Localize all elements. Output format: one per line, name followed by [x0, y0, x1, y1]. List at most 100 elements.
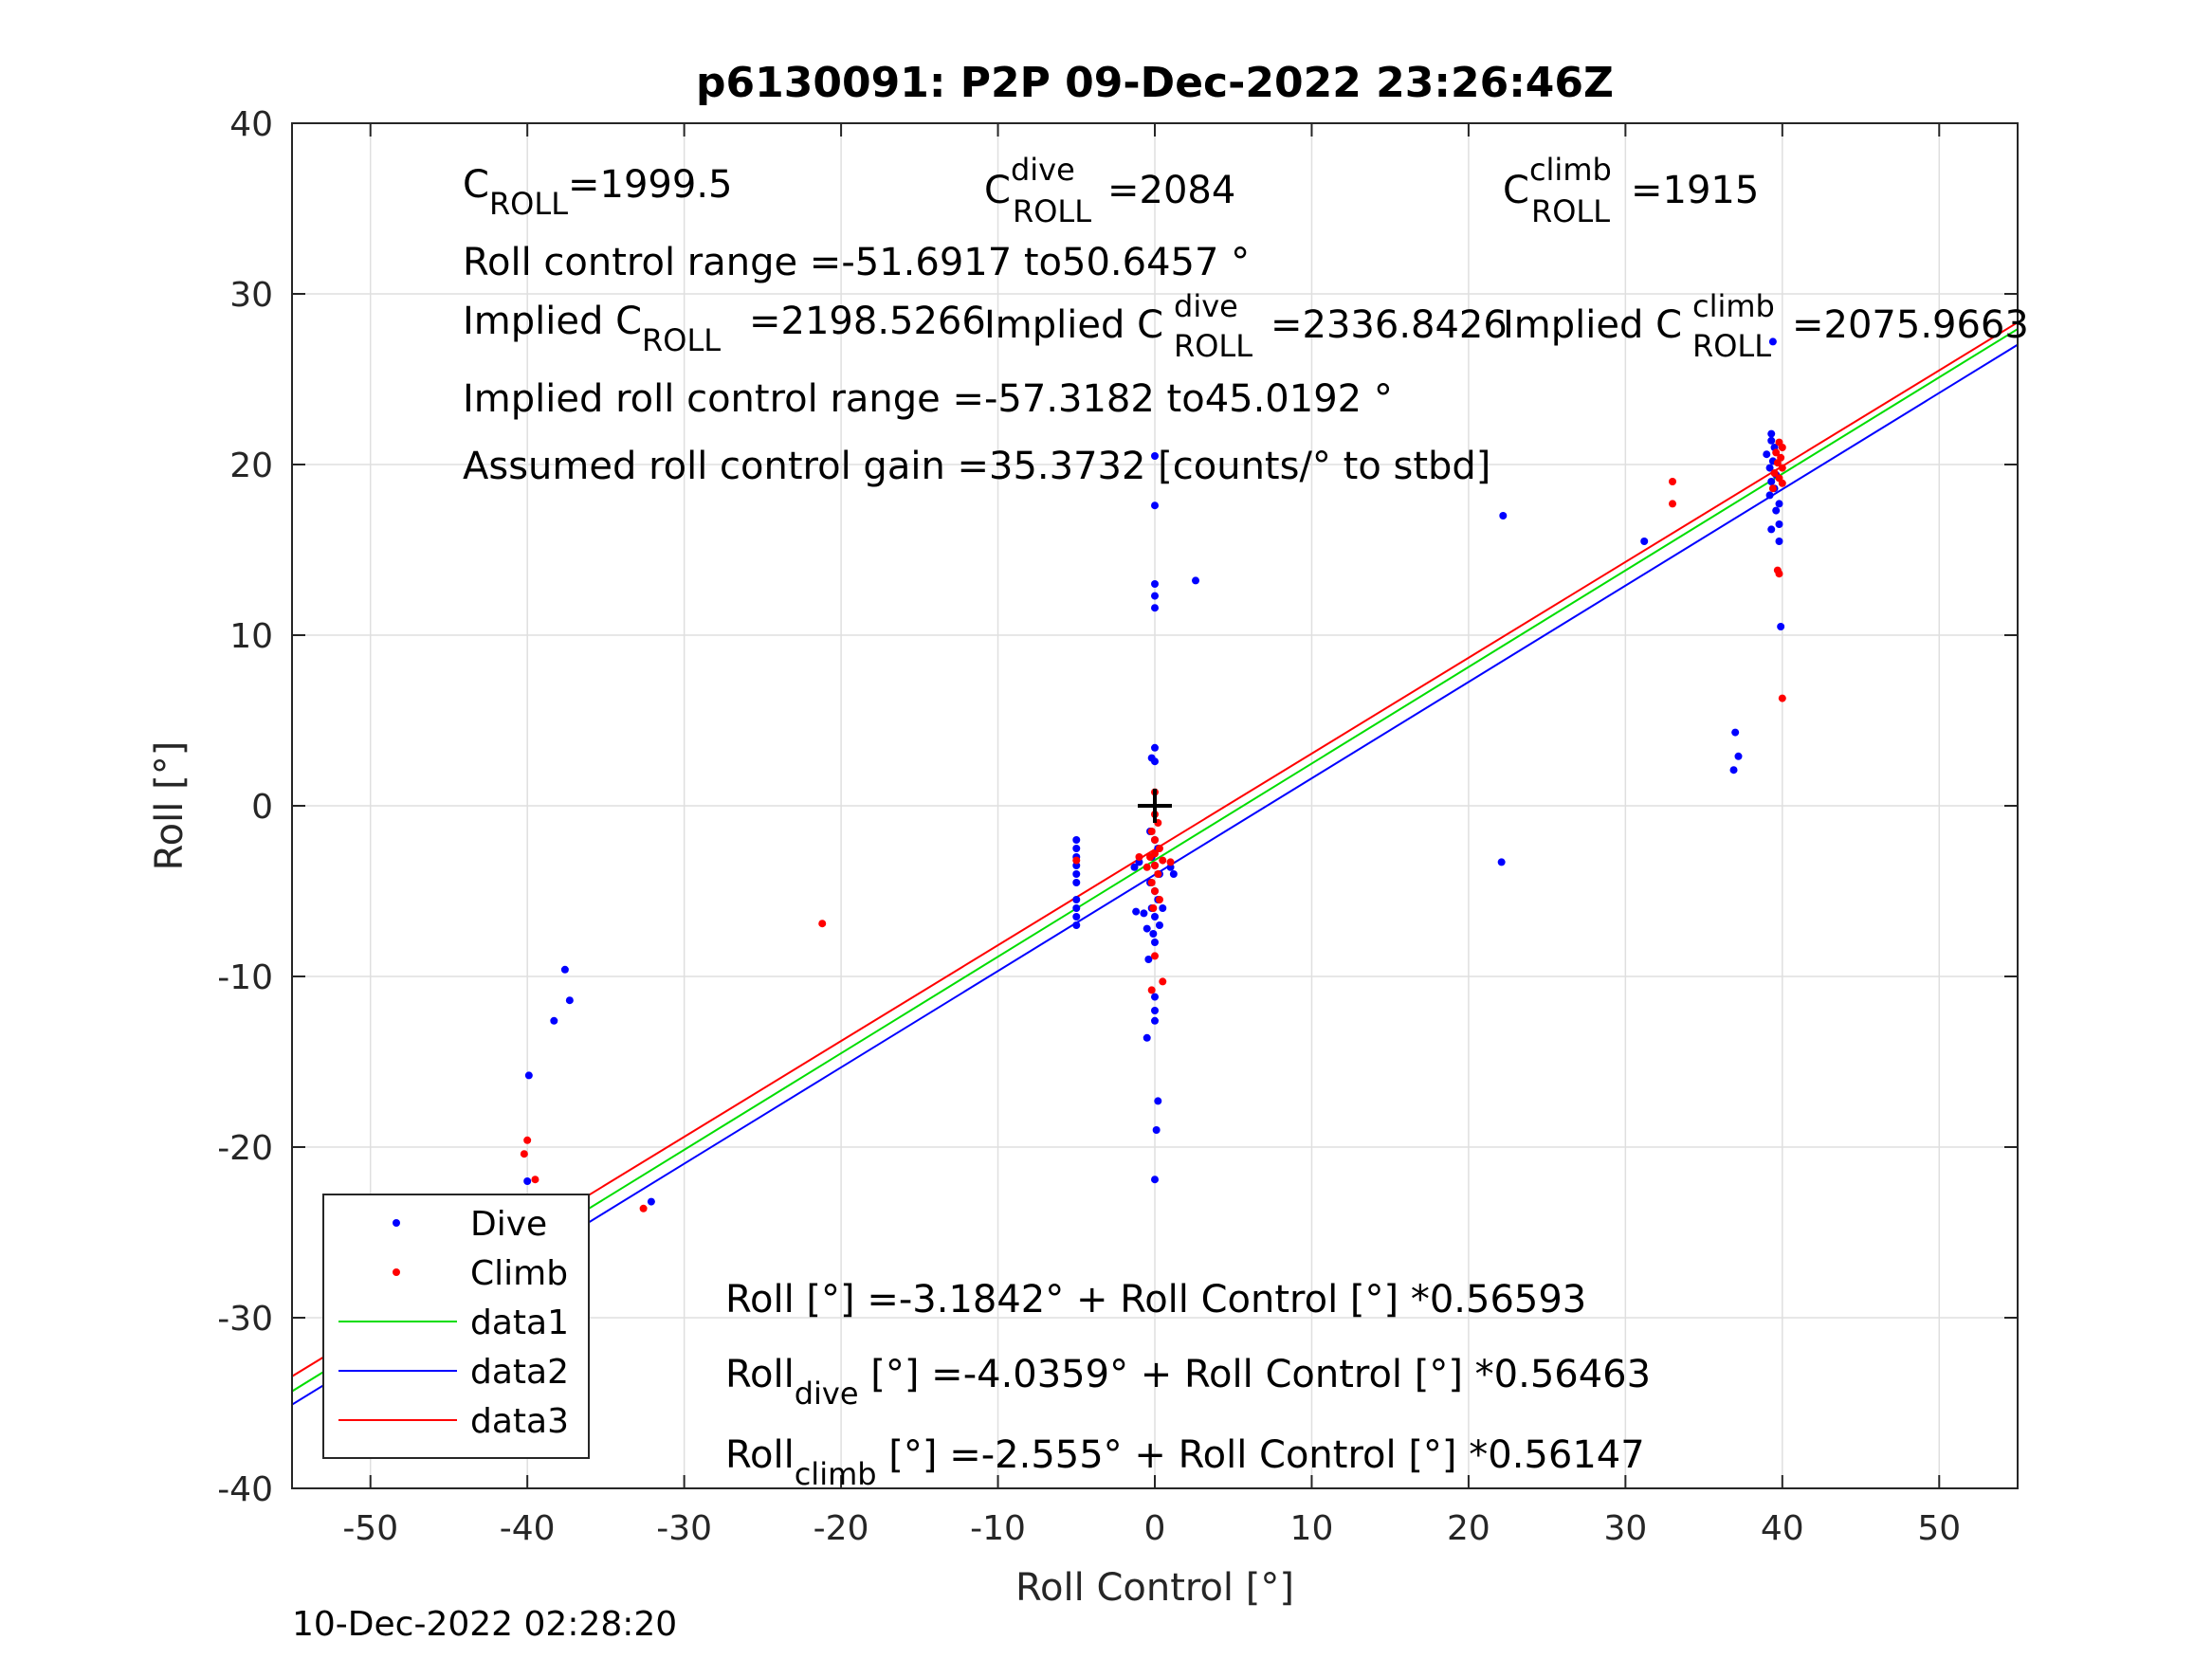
climb-point	[1154, 870, 1162, 878]
dive-point	[1143, 1033, 1151, 1042]
climb-point	[1768, 484, 1777, 493]
axes-frame	[291, 122, 2019, 1489]
y-tick-label: 40	[229, 105, 273, 144]
dive-point	[1152, 1126, 1161, 1134]
y-tick-label: -40	[217, 1470, 273, 1509]
dive-point	[560, 965, 569, 974]
x-tick-label: 10	[1290, 1509, 1334, 1548]
dive-point	[1640, 538, 1649, 545]
legend-label-dive: Dive	[470, 1205, 547, 1244]
climb-point	[1778, 479, 1786, 487]
climb-point	[520, 1150, 528, 1158]
climb-point	[1072, 856, 1081, 865]
y-tick-label: -20	[217, 1129, 273, 1168]
legend-label-data3: data3	[470, 1402, 569, 1441]
dive-point	[1072, 845, 1081, 852]
legend-box	[322, 1194, 590, 1459]
climb-point	[1151, 887, 1159, 895]
x-tick-label: -40	[500, 1509, 556, 1548]
dive-point	[1729, 766, 1738, 775]
origin-marker	[1138, 789, 1172, 823]
climb-point	[1135, 853, 1143, 861]
climb-point	[1159, 856, 1167, 865]
dive-point	[1775, 538, 1783, 545]
legend-label-data1: data1	[470, 1304, 569, 1342]
legend-label-data2: data2	[470, 1353, 569, 1392]
dive-point	[550, 1016, 558, 1025]
dive-point	[1151, 1016, 1159, 1025]
fit-climb-annotation: Rollclimb [°] =-2.555° + Roll Control [°…	[725, 1433, 1645, 1492]
dive-point	[1151, 1176, 1159, 1184]
dive-point	[1072, 904, 1081, 912]
climb-point	[1151, 836, 1159, 844]
c-roll-annotation: CROLL=1999.5	[463, 163, 733, 222]
climb-point	[1149, 904, 1158, 912]
dive-point	[1497, 858, 1506, 866]
x-tick-label: 20	[1447, 1509, 1490, 1548]
dive-point	[1765, 464, 1774, 472]
y-tick-label: 10	[229, 617, 273, 656]
climb-point	[1143, 863, 1151, 871]
climb-point	[1147, 986, 1156, 994]
climb-point	[1155, 845, 1163, 852]
climb-point	[523, 1136, 532, 1144]
dive-point	[1132, 907, 1141, 916]
climb-point	[1669, 500, 1676, 508]
dive-point	[1155, 921, 1163, 929]
climb-point	[1778, 444, 1786, 451]
y-tick-labels: -40 -30 -20 -10 0 10 20 30 40	[217, 105, 273, 1509]
legend-marker-climb	[393, 1268, 400, 1276]
dive-point	[1192, 576, 1200, 585]
timestamp-footer: 10-Dec-2022 02:28:20	[292, 1605, 678, 1644]
dive-point	[1777, 623, 1785, 630]
fit-all-annotation: Roll [°] =-3.1842° + Roll Control [°] *0…	[725, 1278, 1586, 1322]
dive-point	[1169, 870, 1178, 878]
dive-point	[1143, 924, 1151, 933]
x-tick-label: -10	[970, 1509, 1026, 1548]
x-tick-label: -20	[814, 1509, 869, 1548]
climb-point	[1778, 694, 1786, 702]
x-axis-label: Roll Control [°]	[1015, 1566, 1294, 1610]
dive-point	[1149, 930, 1158, 938]
dive-point	[1154, 1097, 1162, 1105]
dive-point	[1772, 506, 1781, 515]
dive-point	[1159, 904, 1167, 912]
dive-point	[1775, 500, 1783, 508]
dive-point	[1763, 450, 1771, 459]
climb-point	[1151, 849, 1159, 858]
dive-point	[1144, 956, 1153, 963]
dive-point	[1734, 752, 1743, 760]
climb-point	[1147, 828, 1156, 835]
dive-point	[1151, 592, 1159, 600]
roll-control-range-annotation: Roll control range =-51.6917 to50.6457 °	[463, 241, 1250, 284]
dive-point	[1072, 921, 1081, 929]
c-roll-climb-annotation: Cclimb ROLL =1915	[1503, 152, 1759, 229]
climb-point	[531, 1176, 539, 1184]
legend-marker-dive	[393, 1219, 400, 1227]
y-tick-label: 30	[229, 276, 273, 315]
dive-point	[1151, 604, 1159, 612]
x-tick-labels: -50 -40 -30 -20 -10 0 10 20 30 40 50	[342, 1509, 1961, 1548]
x-tick-label: 50	[1917, 1509, 1961, 1548]
climb-point	[1151, 862, 1159, 869]
climb-point	[1159, 977, 1167, 986]
y-tick-label: 0	[251, 788, 273, 827]
dive-point	[1767, 429, 1776, 438]
x-tick-label: 0	[1144, 1509, 1166, 1548]
y-axis-label: Roll [°]	[148, 741, 192, 871]
dive-point	[565, 996, 574, 1005]
dive-point	[1499, 512, 1508, 520]
chart-title: p6130091: P2P 09-Dec-2022 23:26:46Z	[696, 59, 1614, 107]
climb-point	[1151, 952, 1159, 960]
y-tick-label: 20	[229, 447, 273, 485]
dive-point	[1767, 525, 1776, 534]
dive-point	[1072, 879, 1081, 886]
dive-point	[1731, 728, 1740, 737]
dive-point	[1767, 436, 1776, 445]
fit-dive-annotation: Rolldive [°] =-4.0359° + Roll Control [°…	[725, 1353, 1651, 1412]
climb-point	[1773, 459, 1782, 467]
dive-point	[1765, 491, 1774, 500]
